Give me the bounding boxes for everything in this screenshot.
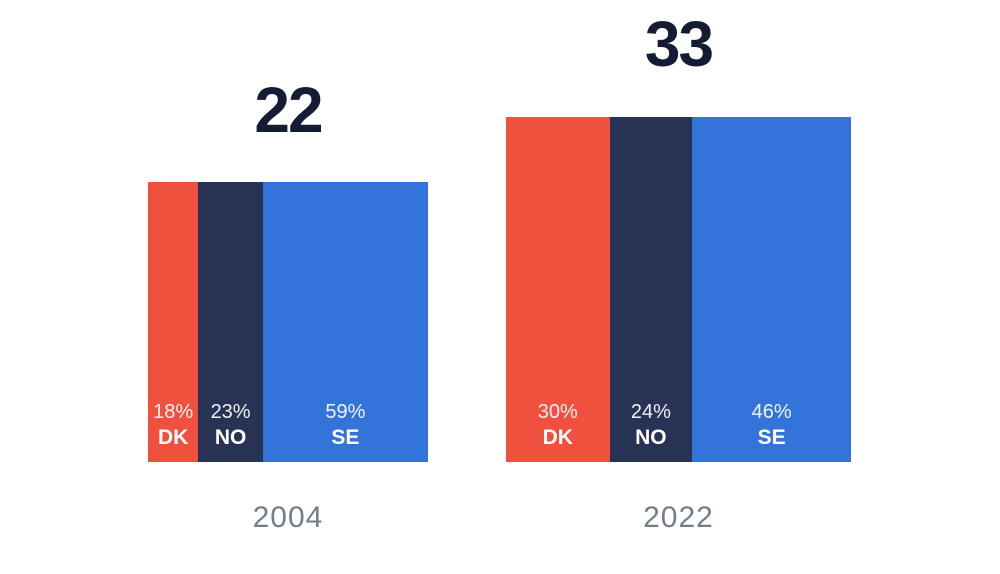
total-value-2022: 33 xyxy=(644,8,714,80)
segment-2022-dk: 30% DK xyxy=(506,117,610,462)
stacked-square-2004: 18% DK 23% NO 59% SE xyxy=(148,182,428,462)
segment-country-label: SE xyxy=(757,426,786,449)
total-value-2004: 22 xyxy=(254,74,323,146)
segment-country-label: NO xyxy=(214,426,247,449)
segment-2004-no: 23% NO xyxy=(198,182,263,462)
segment-pct-label: 46% xyxy=(751,401,792,423)
segment-pct-label: 59% xyxy=(325,401,366,423)
segment-2022-no: 24% NO xyxy=(609,117,693,462)
segment-pct-label: 18% xyxy=(153,401,194,423)
year-label-2022: 2022 xyxy=(643,501,714,534)
segment-pct-label: 23% xyxy=(210,401,251,423)
segment-2022-se: 46% SE xyxy=(692,117,851,462)
year-label-2004: 2004 xyxy=(252,501,324,534)
segment-pct-label: 30% xyxy=(537,401,578,423)
segment-2004-se: 59% SE xyxy=(262,182,428,462)
segment-pct-label: 24% xyxy=(630,401,671,423)
segment-country-label: DK xyxy=(542,426,573,449)
segment-country-label: SE xyxy=(331,426,360,449)
segment-country-label: NO xyxy=(635,426,667,449)
segment-2004-dk: 18% DK xyxy=(148,182,199,462)
stacked-square-2022: 30% DK 24% NO 46% SE xyxy=(506,117,851,462)
segment-country-label: DK xyxy=(158,426,189,449)
